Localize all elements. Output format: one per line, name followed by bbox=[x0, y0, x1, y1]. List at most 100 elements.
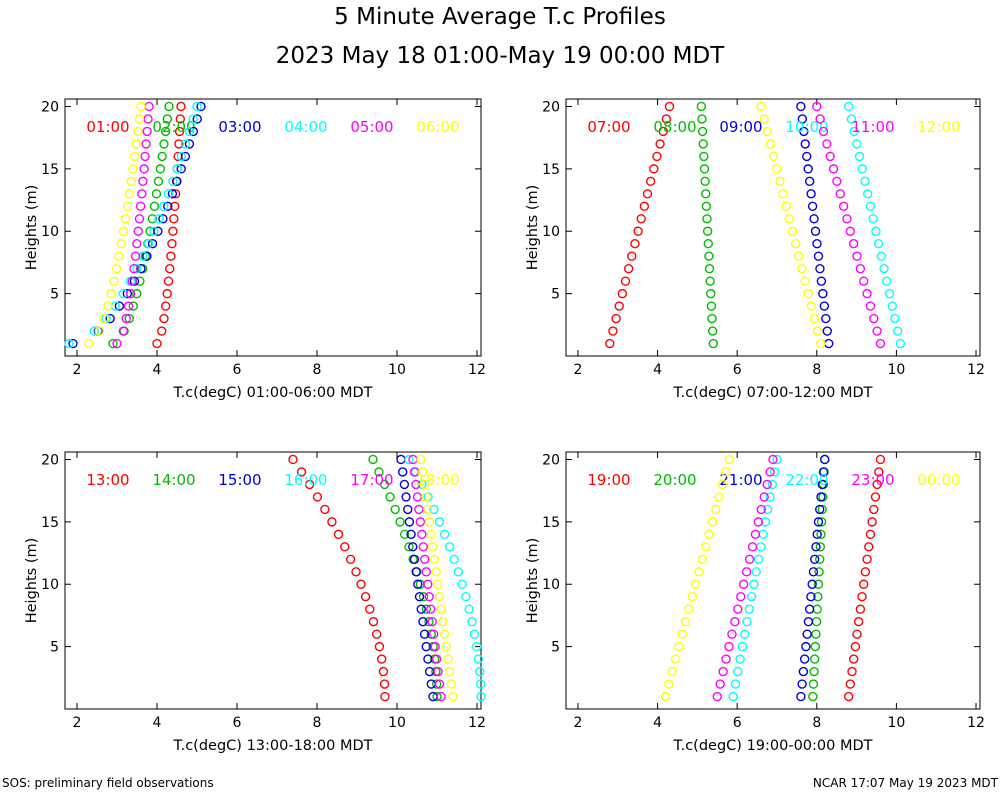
data-point bbox=[633, 226, 643, 236]
data-point bbox=[813, 251, 824, 261]
data-point bbox=[808, 691, 818, 702]
data-point bbox=[471, 641, 482, 652]
data-point bbox=[105, 313, 115, 324]
data-point bbox=[425, 604, 436, 614]
data-point bbox=[800, 276, 810, 286]
data-point bbox=[296, 467, 307, 477]
x-tick-label: 6 bbox=[733, 715, 742, 731]
data-point bbox=[843, 691, 854, 702]
data-point bbox=[141, 139, 151, 149]
data-point bbox=[857, 592, 867, 602]
data-point bbox=[806, 592, 816, 602]
data-point bbox=[845, 226, 856, 236]
data-point bbox=[155, 164, 166, 174]
data-point bbox=[175, 114, 185, 124]
data-point bbox=[809, 313, 820, 324]
data-point bbox=[142, 251, 152, 261]
data-point bbox=[475, 666, 485, 677]
data-point bbox=[797, 679, 807, 689]
data-point bbox=[811, 629, 821, 639]
data-point bbox=[162, 114, 173, 124]
y-tick-label: 5 bbox=[50, 640, 59, 656]
data-point bbox=[134, 214, 145, 224]
series-2200 bbox=[728, 454, 782, 702]
data-point bbox=[365, 604, 375, 614]
data-point bbox=[707, 313, 717, 324]
data-point bbox=[869, 313, 879, 324]
data-point bbox=[869, 504, 879, 515]
data-point bbox=[399, 479, 410, 490]
data-point bbox=[815, 114, 825, 124]
x-axis-label: T.c(degC) 01:00-06:00 MDT bbox=[172, 385, 372, 401]
data-point bbox=[327, 517, 337, 527]
data-point bbox=[627, 251, 637, 261]
legend-label: 20:00 bbox=[653, 471, 696, 489]
data-point bbox=[658, 126, 668, 137]
data-point bbox=[759, 492, 769, 502]
data-point bbox=[163, 189, 174, 199]
data-point bbox=[345, 554, 356, 564]
data-point bbox=[160, 126, 171, 137]
y-tick-label: 15 bbox=[542, 162, 560, 178]
data-point bbox=[125, 288, 136, 299]
data-point bbox=[453, 567, 464, 577]
data-point bbox=[730, 679, 741, 689]
data-point bbox=[420, 554, 430, 564]
panel-4: 2 4 6 8 10 12 5 10 15 20 T.c(degC) 19:00-00:00 MDT… bbox=[525, 451, 985, 754]
data-point bbox=[413, 579, 423, 589]
data-point bbox=[816, 276, 827, 286]
data-point bbox=[804, 604, 815, 614]
data-point bbox=[697, 554, 708, 564]
data-point bbox=[680, 616, 691, 627]
legend-label: 23:00 bbox=[851, 471, 894, 489]
series-0600 bbox=[84, 101, 146, 349]
data-point bbox=[170, 189, 181, 199]
legend-label: 21:00 bbox=[719, 471, 762, 489]
data-point bbox=[887, 301, 897, 311]
data-point bbox=[122, 288, 133, 299]
data-point bbox=[126, 176, 136, 187]
data-point bbox=[443, 654, 453, 664]
data-point bbox=[617, 288, 628, 299]
data-point bbox=[870, 492, 881, 502]
data-point bbox=[796, 101, 806, 112]
data-point bbox=[417, 467, 428, 477]
data-point bbox=[674, 641, 684, 652]
data-point bbox=[808, 679, 819, 689]
series-2300 bbox=[712, 454, 778, 702]
data-point bbox=[803, 164, 813, 174]
data-point bbox=[180, 151, 191, 162]
data-point bbox=[464, 604, 474, 614]
data-point bbox=[812, 326, 823, 336]
data-point bbox=[424, 517, 435, 527]
data-point bbox=[409, 554, 420, 564]
x-tick-label: 8 bbox=[313, 362, 322, 378]
data-point bbox=[707, 326, 718, 336]
legend-label: 12:00 bbox=[917, 118, 960, 136]
data-point bbox=[705, 276, 715, 286]
data-point bbox=[821, 313, 831, 324]
data-point bbox=[399, 529, 410, 540]
data-point bbox=[168, 176, 178, 187]
data-point bbox=[64, 338, 74, 349]
data-point bbox=[180, 139, 191, 149]
data-point bbox=[395, 517, 405, 527]
data-point bbox=[862, 554, 872, 564]
legend-label: 04:00 bbox=[284, 118, 327, 136]
data-point bbox=[815, 504, 825, 515]
data-point bbox=[439, 529, 450, 540]
data-point bbox=[423, 504, 433, 515]
data-point bbox=[790, 239, 801, 249]
data-point bbox=[118, 288, 129, 299]
data-point bbox=[412, 492, 423, 502]
data-point bbox=[404, 517, 415, 527]
data-point bbox=[677, 629, 687, 639]
data-point bbox=[404, 454, 414, 465]
data-point bbox=[799, 654, 810, 664]
y-tick-label: 10 bbox=[41, 577, 59, 593]
data-point bbox=[772, 164, 782, 174]
data-point bbox=[427, 616, 437, 627]
data-point bbox=[421, 492, 431, 502]
data-point bbox=[733, 604, 743, 614]
data-point bbox=[879, 263, 889, 274]
